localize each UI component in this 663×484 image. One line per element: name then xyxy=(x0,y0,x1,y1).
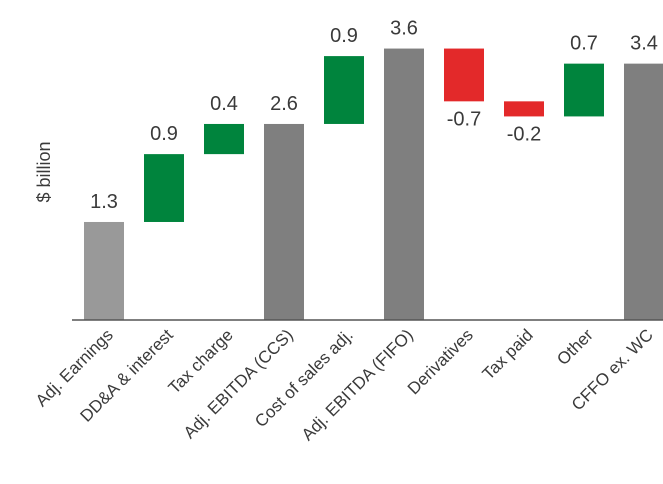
bar-7 xyxy=(444,48,484,102)
category-label-6: Adj. EBITDA (FIFO) xyxy=(298,325,417,444)
value-label-2: 0.9 xyxy=(150,123,178,145)
value-label-10: 3.4 xyxy=(630,33,658,55)
category-label-8: Tax paid xyxy=(479,325,537,383)
bar-2 xyxy=(144,154,184,222)
value-label-9: 0.7 xyxy=(570,33,598,55)
bar-6 xyxy=(384,48,424,321)
value-label-7: -0.7 xyxy=(447,108,481,130)
category-label-7: Derivatives xyxy=(404,325,477,398)
category-label-4: Adj. EBITDA (CCS) xyxy=(180,325,297,442)
value-labels-group: 1.3 0.9 0.4 2.6 0.9 3.6 -0.7 -0.2 0.7 3.4 xyxy=(90,18,658,213)
bar-4 xyxy=(264,123,304,321)
value-label-1: 1.3 xyxy=(90,191,118,213)
bar-9 xyxy=(564,63,604,117)
bar-10 xyxy=(624,63,663,320)
bar-3 xyxy=(204,123,244,155)
value-label-5: 0.9 xyxy=(330,25,358,47)
value-label-3: 0.4 xyxy=(210,93,238,115)
category-label-9: Other xyxy=(553,325,597,369)
y-axis-label: $ billion xyxy=(34,141,54,202)
bar-8 xyxy=(504,101,544,117)
bars-group xyxy=(84,48,663,321)
value-label-6: 3.6 xyxy=(390,18,418,40)
value-label-8: -0.2 xyxy=(507,123,541,145)
bar-1 xyxy=(84,221,124,320)
value-label-4: 2.6 xyxy=(270,93,298,115)
bar-5 xyxy=(324,56,364,124)
